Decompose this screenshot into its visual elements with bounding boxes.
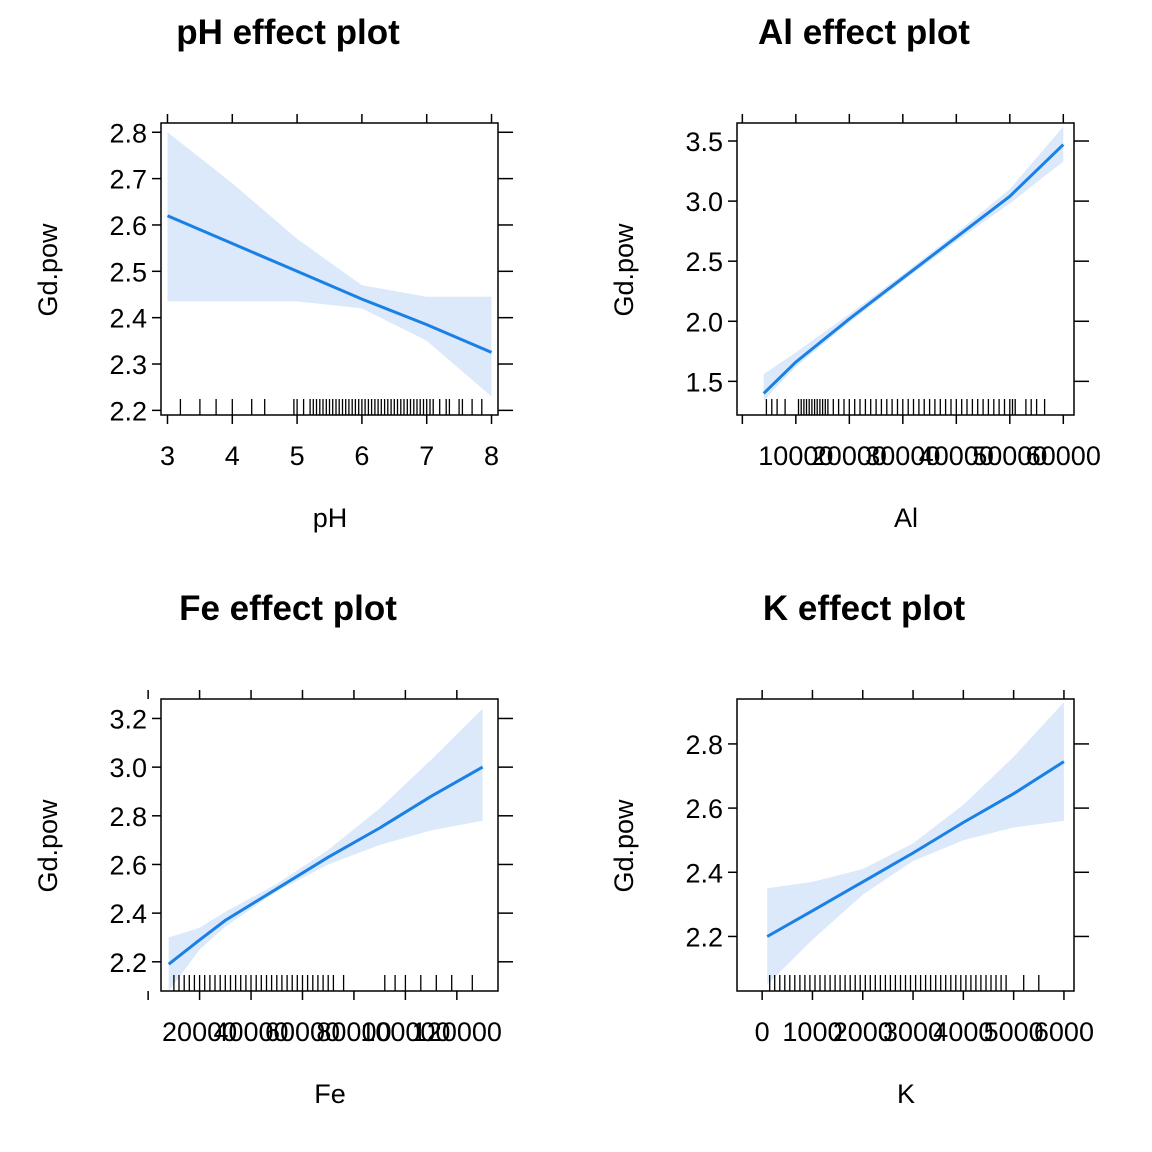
panel-title: Fe effect plot (179, 589, 397, 628)
x-tick-label: 120000 (412, 1017, 502, 1047)
rug-layer (769, 975, 1040, 991)
panel-title: Al effect plot (758, 13, 970, 52)
panel-ph: pH effect plot 3 4 5 6 7 8 2.2 2.3 2.4 2.5 2.6 2.7 2… (33, 13, 513, 533)
confidence-band (167, 132, 492, 397)
y-axis-label: Gd.pow (609, 223, 639, 317)
panel-al: Al effect plot 1000020000300004000050000… (609, 13, 1101, 533)
y-axis-label: Gd.pow (33, 223, 63, 317)
x-tick-label: 40000 (213, 1017, 288, 1047)
x-tick-label: 8 (484, 441, 499, 471)
y-tick-label: 3.2 (109, 704, 147, 734)
x-tick-label: 4 (225, 441, 240, 471)
y-tick-label: 3.0 (109, 753, 147, 783)
confidence-band-layer (767, 702, 1064, 985)
x-tick-label: 6000 (1034, 1017, 1094, 1047)
x-tick-label: 50000 (972, 441, 1047, 471)
x-tick-label: 5 (290, 441, 305, 471)
confidence-band-layer (168, 708, 483, 991)
x-tick-label: 5000 (984, 1017, 1044, 1047)
fit-line (167, 765, 484, 966)
y-tick-label: 2.6 (109, 850, 147, 880)
y-axis-label: Gd.pow (609, 799, 639, 893)
confidence-band (168, 708, 483, 991)
y-tick-label: 2.2 (685, 922, 723, 952)
y-tick-label: 2.4 (109, 899, 147, 929)
confidence-band (767, 702, 1064, 985)
panel-fe: Fe effect plot 2000040000600008000010000… (33, 589, 513, 1109)
y-tick-label: 2.8 (109, 118, 147, 148)
y-tick-label: 2.0 (685, 307, 723, 337)
fit-line-layer (766, 760, 1065, 938)
fit-line (762, 143, 1065, 395)
y-tick-label: 1.5 (685, 367, 723, 397)
panel-title: K effect plot (763, 589, 966, 628)
panel-title: pH effect plot (176, 13, 400, 52)
x-axis-label: Fe (314, 1079, 346, 1109)
x-tick-label: 1000 (782, 1017, 842, 1047)
x-tick-label: 6 (354, 441, 369, 471)
x-tick-label: 4000 (933, 1017, 993, 1047)
y-tick-label: 3.0 (685, 187, 723, 217)
plot-frame (160, 122, 499, 416)
x-axis-label: pH (313, 503, 348, 533)
axis-ticks-layer: 3 4 5 6 7 8 2.2 2.3 2.4 2.5 2.6 2.7 2.8 (109, 114, 513, 471)
confidence-band (763, 126, 1064, 401)
x-tick-label: 60000 (265, 1017, 340, 1047)
plot-frame (160, 698, 499, 992)
y-tick-label: 3.5 (685, 127, 723, 157)
x-tick-label: 80000 (316, 1017, 391, 1047)
rug-layer (173, 975, 473, 991)
confidence-band-layer (167, 132, 492, 397)
x-tick-label: 3000 (883, 1017, 943, 1047)
rug-layer (765, 399, 1046, 415)
rug-layer (179, 399, 483, 415)
x-tick-label: 3 (160, 441, 175, 471)
y-tick-label: 2.4 (109, 304, 147, 334)
x-tick-label: 20000 (162, 1017, 237, 1047)
y-tick-label: 2.3 (109, 350, 147, 380)
y-tick-label: 2.8 (685, 730, 723, 760)
y-tick-label: 2.5 (109, 257, 147, 287)
x-tick-label: 2000 (833, 1017, 893, 1047)
fit-line (766, 760, 1065, 938)
x-tick-label: 100000 (360, 1017, 450, 1047)
fit-line-layer (762, 143, 1065, 395)
y-tick-label: 2.5 (685, 247, 723, 277)
fit-line (166, 214, 493, 354)
fit-line-layer (166, 214, 493, 354)
x-axis-label: Al (894, 503, 918, 533)
confidence-band-layer (763, 126, 1064, 401)
x-tick-label: 40000 (919, 441, 994, 471)
y-tick-label: 2.7 (109, 165, 147, 195)
y-tick-label: 2.2 (109, 396, 147, 426)
x-tick-label: 0 (755, 1017, 770, 1047)
x-tick-label: 60000 (1026, 441, 1101, 471)
y-tick-label: 2.4 (685, 858, 723, 888)
x-tick-label: 7 (419, 441, 434, 471)
y-tick-label: 2.6 (109, 211, 147, 241)
x-tick-label: 20000 (812, 441, 887, 471)
y-tick-label: 2.2 (109, 948, 147, 978)
x-tick-label: 10000 (758, 441, 833, 471)
x-axis-label: K (897, 1079, 915, 1109)
y-tick-label: 2.6 (685, 794, 723, 824)
plot-frame (736, 122, 1075, 416)
plot-frame (736, 698, 1075, 992)
fit-line-layer (167, 765, 484, 966)
y-tick-label: 2.8 (109, 802, 147, 832)
x-tick-label: 30000 (865, 441, 940, 471)
y-axis-label: Gd.pow (33, 799, 63, 893)
